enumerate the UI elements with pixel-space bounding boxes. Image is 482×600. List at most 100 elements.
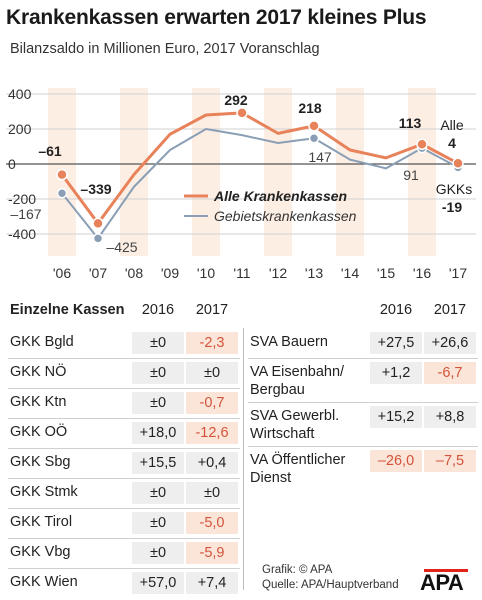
cell-2016: –26,0 — [370, 450, 422, 472]
data-point-gkk — [56, 187, 68, 199]
data-label: 4 — [448, 135, 456, 151]
cell-2017: +0,4 — [186, 452, 238, 474]
table-row-name: VA Eisenbahn/ — [250, 364, 345, 380]
year-shade-band — [408, 88, 436, 256]
row-separator — [248, 446, 478, 447]
table-row-name-line2: Dienst — [250, 470, 292, 486]
x-tick-label: '10 — [197, 265, 215, 281]
cell-2017: -6,7 — [424, 362, 476, 384]
source-text: Quelle: APA/Hauptverband — [262, 579, 399, 591]
chart-subtitle: Bilanzsaldo in Millionen Euro, 2017 Vora… — [10, 41, 320, 57]
cell-2017: +7,4 — [186, 572, 238, 594]
data-point-alle — [92, 217, 104, 230]
table-row-name: GKK Wien — [10, 574, 78, 590]
year-shade-band — [120, 88, 148, 256]
data-label: 147 — [308, 149, 332, 165]
data-label: GKKs — [436, 181, 473, 197]
data-point-alle — [56, 168, 68, 181]
row-separator — [8, 388, 240, 389]
legend-label-alle: Alle Krankenkassen — [213, 188, 347, 204]
table-row-name: GKK Vbg — [10, 544, 71, 560]
x-tick-label: '11 — [233, 265, 250, 281]
data-label: 91 — [403, 167, 419, 183]
data-label: –339 — [80, 181, 111, 197]
cell-2017: +8,8 — [424, 406, 476, 428]
cell-2016: ±0 — [132, 392, 184, 414]
table-heading: Einzelne Kassen — [10, 302, 125, 318]
cell-2016: ±0 — [132, 482, 184, 504]
x-tick-label: '09 — [161, 265, 179, 281]
table-row-name: SVA Gewerbl. — [250, 408, 340, 424]
col-header-2016: 2016 — [141, 302, 175, 318]
cell-2017: -0,7 — [186, 392, 238, 414]
x-tick-label: '08 — [125, 265, 143, 281]
logo-accent — [424, 569, 468, 572]
y-tick-label: 0 — [8, 156, 16, 172]
row-separator — [8, 478, 240, 479]
cell-2017: -5,0 — [186, 512, 238, 534]
x-tick-label: '15 — [377, 265, 395, 281]
data-point-gkk — [92, 233, 104, 244]
cell-2016: +1,2 — [370, 362, 422, 384]
cell-2017: -2,3 — [186, 332, 238, 354]
cell-2016: +15,5 — [132, 452, 184, 474]
cell-2016: ±0 — [132, 332, 184, 354]
cell-2016: ±0 — [132, 512, 184, 534]
table-row-name: GKK Bgld — [10, 334, 74, 350]
page-title: Krankenkassen erwarten 2017 kleines Plus — [6, 6, 427, 29]
credit-text: Grafik: © APA — [262, 564, 333, 576]
data-point-alle — [308, 120, 320, 132]
legend-label-gkk: Gebietskrankenkassen — [214, 208, 357, 224]
table-divider — [243, 328, 244, 590]
table-row-name: GKK Stmk — [10, 484, 78, 500]
table-row-name-line2: Wirtschaft — [250, 426, 315, 442]
col-header-2017: 2017 — [195, 302, 229, 318]
col-header-2016-right: 2016 — [379, 302, 413, 318]
table-row-name: GKK OÖ — [10, 424, 68, 440]
row-separator — [248, 402, 478, 403]
cell-2016: ±0 — [132, 362, 184, 384]
table-row-name: SVA Bauern — [250, 334, 328, 350]
x-tick-label: '14 — [341, 265, 359, 281]
cell-2016: ±0 — [132, 542, 184, 564]
table-row-name: GKK NÖ — [10, 364, 67, 380]
cell-2016: +18,0 — [132, 422, 184, 444]
x-tick-label: '16 — [413, 265, 431, 281]
data-label: –61 — [38, 143, 62, 159]
row-separator — [8, 448, 240, 449]
x-tick-label: '17 — [449, 265, 467, 281]
data-label: 113 — [399, 115, 422, 131]
x-tick-label: '12 — [269, 265, 287, 281]
cell-2017: ±0 — [186, 482, 238, 504]
table-row-name: GKK Ktn — [10, 394, 67, 410]
y-tick-label: -200 — [8, 191, 36, 207]
data-label: –167 — [10, 206, 41, 222]
x-tick-label: '13 — [305, 265, 323, 281]
row-separator — [8, 538, 240, 539]
cell-2017: +26,6 — [424, 332, 476, 354]
row-separator — [8, 508, 240, 509]
cell-2017: -12,6 — [186, 422, 238, 444]
y-tick-label: 400 — [8, 86, 32, 102]
year-shade-band — [264, 88, 292, 256]
data-point-alle — [236, 107, 248, 119]
table-row-name: VA Öffentlicher — [250, 452, 346, 468]
line-chart: 400 200 0 -200 -400 '06 '07 '08 '09 '10 '11 '12 '13 '… — [6, 86, 476, 281]
cell-2016: +57,0 — [132, 572, 184, 594]
cell-2016: +15,2 — [370, 406, 422, 428]
table-row-name: GKK Sbg — [10, 454, 71, 470]
apa-logo: APA — [420, 570, 464, 595]
x-tick-label: '07 — [89, 265, 107, 281]
row-separator — [248, 358, 478, 359]
data-label: 292 — [224, 92, 248, 108]
row-separator — [8, 568, 240, 569]
data-point-alle — [416, 138, 428, 150]
cell-2017: -5,9 — [186, 542, 238, 564]
cell-2016: +27,5 — [370, 332, 422, 354]
data-point-gkk — [308, 133, 320, 144]
y-tick-label: 200 — [8, 121, 32, 137]
data-point-alle — [452, 157, 464, 170]
year-shade-band — [336, 88, 364, 256]
row-separator — [8, 358, 240, 359]
col-header-2017-right: 2017 — [433, 302, 467, 318]
